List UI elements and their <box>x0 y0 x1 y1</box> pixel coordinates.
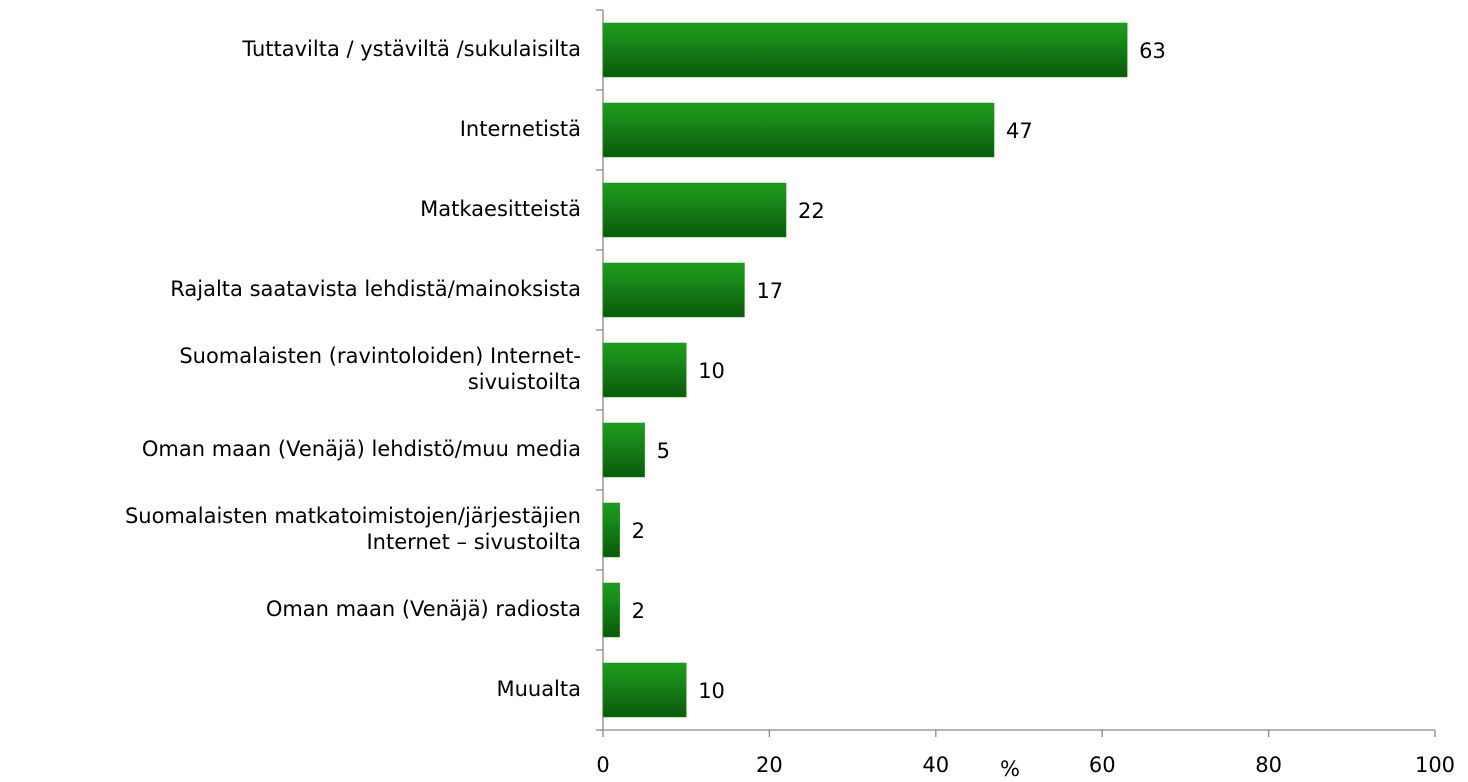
y-tick-label: Matkaesitteistä <box>420 197 581 221</box>
x-tick-label: 80 <box>1255 753 1282 777</box>
y-tick-label: Tuttavilta / ystäviltä /sukulaisilta <box>241 37 581 61</box>
value-label: 2 <box>632 599 645 623</box>
value-label: 5 <box>657 439 670 463</box>
value-label: 63 <box>1139 39 1166 63</box>
x-axis-label: % <box>1000 757 1020 781</box>
x-tick-label: 100 <box>1415 753 1455 777</box>
value-label: 22 <box>798 199 825 223</box>
y-tick-label: Suomalaisten (ravintoloiden) Internet-si… <box>179 344 581 394</box>
value-label: 2 <box>632 519 645 543</box>
x-tick-label: 40 <box>922 753 949 777</box>
bar <box>602 262 745 318</box>
x-tick-label: 60 <box>1089 753 1116 777</box>
bar <box>602 342 687 398</box>
bar <box>602 582 620 638</box>
bar <box>602 422 645 478</box>
bar <box>602 22 1128 78</box>
value-label: 17 <box>756 279 783 303</box>
value-label: 47 <box>1006 119 1033 143</box>
x-tick-label: 20 <box>756 753 783 777</box>
x-tick-label: 0 <box>596 753 609 777</box>
y-tick-label: Oman maan (Venäjä) radiosta <box>266 597 581 621</box>
y-tick-label: Oman maan (Venäjä) lehdistö/muu media <box>142 437 581 461</box>
y-tick-label: Rajalta saatavista lehdistä/mainoksista <box>170 277 581 301</box>
y-tick-label: Internetistä <box>460 117 581 141</box>
bar <box>602 502 620 558</box>
bar <box>602 662 687 718</box>
bar <box>602 182 787 238</box>
y-tick-label: Suomalaisten matkatoimistojen/järjestäji… <box>125 504 581 554</box>
bar <box>602 102 995 158</box>
value-label: 10 <box>698 679 725 703</box>
y-tick-label: Muualta <box>496 677 581 701</box>
value-label: 10 <box>698 359 725 383</box>
